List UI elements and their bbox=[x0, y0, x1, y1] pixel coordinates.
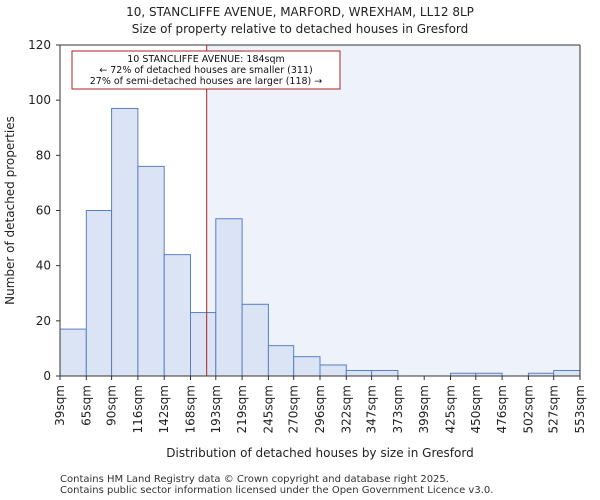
y-tick-label-120: 120 bbox=[28, 38, 51, 52]
x-tick-label-245sqm: 245sqm bbox=[261, 385, 275, 433]
y-tick-label-80: 80 bbox=[36, 148, 51, 162]
x-tick-label-322sqm: 322sqm bbox=[339, 385, 353, 433]
y-axis-title: Number of detached properties bbox=[3, 116, 17, 305]
x-tick-label-90sqm: 90sqm bbox=[105, 385, 119, 426]
x-tick-label-399sqm: 399sqm bbox=[417, 385, 431, 433]
x-tick-label-425sqm: 425sqm bbox=[444, 385, 458, 433]
bar-142sqm bbox=[163, 254, 192, 377]
x-tick-label-39sqm: 39sqm bbox=[53, 385, 67, 426]
x-tick-label-270sqm: 270sqm bbox=[287, 385, 301, 433]
footer-line-1: Contains HM Land Registry data © Crown c… bbox=[60, 474, 449, 485]
x-tick-label-168sqm: 168sqm bbox=[184, 385, 198, 433]
bar-90sqm bbox=[111, 107, 139, 377]
bar-296sqm bbox=[319, 364, 347, 377]
bar-65sqm bbox=[85, 210, 113, 377]
footer-line-2: Contains public sector information licen… bbox=[60, 485, 494, 496]
x-tick-label-219sqm: 219sqm bbox=[235, 385, 249, 433]
annotation-line-1: 10 STANCLIFFE AVENUE: 184sqm bbox=[127, 54, 285, 65]
x-tick-label-193sqm: 193sqm bbox=[209, 385, 223, 433]
y-tick-label-20: 20 bbox=[36, 314, 51, 328]
bar-168sqm bbox=[190, 312, 217, 377]
annotation-line-3: 27% of semi-detached houses are larger (… bbox=[90, 76, 323, 87]
annotation-box bbox=[71, 50, 341, 90]
x-tick-label-502sqm: 502sqm bbox=[521, 385, 535, 433]
chart-subtitle: Size of property relative to detached ho… bbox=[131, 22, 469, 36]
bar-193sqm bbox=[215, 218, 243, 377]
x-tick-label-373sqm: 373sqm bbox=[391, 385, 405, 433]
x-tick-label-65sqm: 65sqm bbox=[79, 385, 93, 426]
x-tick-label-116sqm: 116sqm bbox=[131, 385, 145, 433]
bar-270sqm bbox=[293, 356, 321, 377]
x-tick-label-450sqm: 450sqm bbox=[469, 385, 483, 433]
bar-39sqm bbox=[59, 328, 87, 377]
annotation-line-2: ← 72% of detached houses are smaller (31… bbox=[99, 65, 312, 76]
x-tick-label-553sqm: 553sqm bbox=[573, 385, 587, 433]
x-tick-label-296sqm: 296sqm bbox=[313, 385, 327, 433]
x-tick-label-142sqm: 142sqm bbox=[157, 385, 171, 433]
chart-title: 10, STANCLIFFE AVENUE, MARFORD, WREXHAM,… bbox=[126, 5, 474, 19]
bar-347sqm bbox=[371, 369, 399, 377]
bar-219sqm bbox=[241, 303, 269, 377]
y-tick-label-40: 40 bbox=[36, 259, 51, 273]
larger-region-shading bbox=[206, 45, 580, 376]
x-tick-label-347sqm: 347sqm bbox=[365, 385, 379, 433]
x-tick-label-527sqm: 527sqm bbox=[547, 385, 561, 433]
bar-116sqm bbox=[137, 165, 165, 377]
y-tick-label-100: 100 bbox=[28, 93, 51, 107]
x-tick-label-476sqm: 476sqm bbox=[495, 385, 509, 433]
bar-245sqm bbox=[267, 345, 295, 377]
y-tick-label-60: 60 bbox=[36, 204, 51, 218]
x-axis-title: Distribution of detached houses by size … bbox=[166, 446, 473, 460]
bar-322sqm bbox=[345, 369, 373, 377]
y-tick-label-0: 0 bbox=[43, 369, 51, 383]
bar-527sqm bbox=[553, 369, 581, 377]
